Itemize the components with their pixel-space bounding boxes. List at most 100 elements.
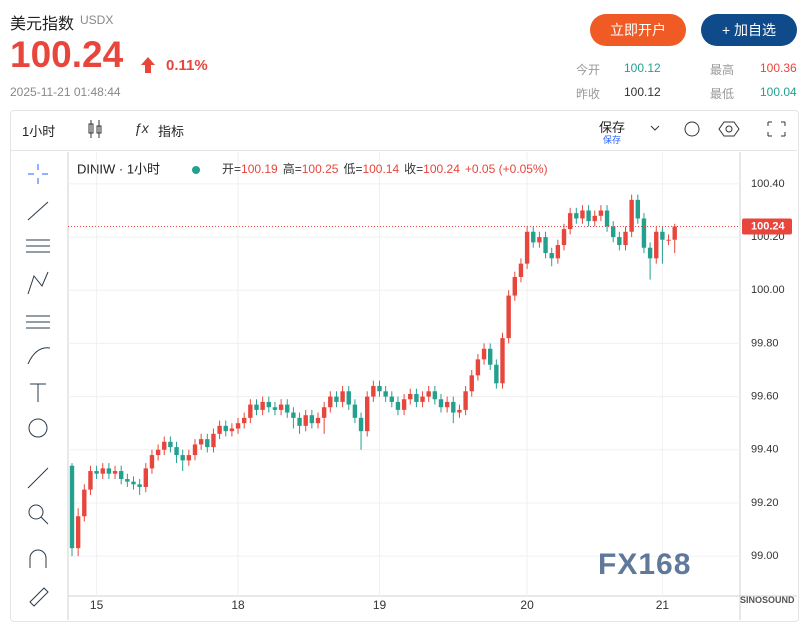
candle-body — [432, 391, 438, 400]
candle-body — [371, 385, 376, 397]
candle-body — [192, 444, 198, 456]
candle-body — [574, 213, 579, 219]
candle-body — [174, 447, 179, 456]
candle-body — [303, 415, 308, 426]
candle-body — [647, 247, 653, 259]
candle-body — [100, 468, 105, 474]
toolbar-icons[interactable] — [648, 118, 798, 140]
candle-body — [242, 417, 247, 424]
candle-body — [285, 404, 290, 413]
candle-body — [358, 417, 364, 432]
stat-label: 最高 — [710, 63, 735, 77]
stat-value: 100.12 — [624, 61, 661, 75]
candle-body — [328, 396, 333, 408]
candle-body — [469, 375, 474, 392]
candle-body — [272, 407, 278, 410]
candle-body — [143, 468, 148, 487]
watchlist-button[interactable]: + 加自选 — [701, 14, 797, 46]
legend-value: 100.24 — [423, 162, 460, 176]
drawing-tools[interactable] — [20, 158, 60, 613]
candle-body — [604, 210, 610, 227]
stat-value: 100.04 — [760, 85, 797, 99]
price: 100.24 — [10, 34, 124, 75]
candle-body — [223, 425, 228, 432]
candle-body — [414, 393, 419, 402]
legend-value: +0.05 (+0.05%) — [465, 162, 548, 176]
candle-body — [401, 399, 407, 410]
candle-body — [254, 404, 259, 410]
y-tick-label: 100.00 — [751, 284, 785, 296]
candle-body — [88, 471, 93, 490]
interval[interactable]: 1小时 — [22, 124, 56, 139]
candle-body — [125, 479, 130, 482]
last-price-badge — [742, 218, 792, 235]
legend-label: 收= — [404, 162, 423, 176]
candle-body — [217, 425, 222, 434]
last-price-label: 100.24 — [751, 220, 786, 232]
candle-body — [512, 276, 517, 296]
legend-label: 低= — [343, 162, 362, 176]
candle-body — [334, 396, 339, 402]
candle-body — [426, 391, 431, 397]
candle-body — [137, 484, 142, 487]
save[interactable]: 保存 — [599, 120, 626, 135]
candle-body — [235, 423, 241, 429]
save-sub: 保存 — [603, 135, 622, 145]
x-tick-label: 18 — [231, 598, 245, 612]
candle-body — [82, 489, 87, 517]
candle-body — [623, 231, 628, 246]
candle-body — [444, 401, 450, 408]
indicators[interactable]: 指标 — [158, 124, 185, 139]
stat-value: 100.12 — [624, 85, 661, 99]
candle-body — [580, 210, 585, 219]
candle-body — [672, 226, 677, 240]
candle-body — [537, 237, 542, 243]
candle-body — [198, 439, 204, 445]
candle-body — [395, 401, 401, 410]
legend-value: 100.19 — [241, 162, 278, 176]
candle-body — [346, 391, 351, 405]
y-tick-label: 99.20 — [751, 497, 779, 509]
candle-body — [629, 199, 634, 232]
candle-icon[interactable] — [86, 118, 104, 140]
candle-body — [567, 213, 573, 230]
candle-body — [543, 237, 548, 254]
candle-body — [260, 401, 265, 410]
candle-body — [365, 396, 370, 432]
y-tick-label: 99.80 — [751, 337, 779, 349]
candle-body — [297, 417, 302, 426]
code: USDX — [80, 13, 114, 27]
status-dot — [192, 166, 200, 174]
candle-body — [598, 210, 604, 216]
candle-body — [266, 401, 271, 408]
candle-body — [635, 199, 640, 219]
change: 0.11% — [166, 57, 208, 74]
candle-body — [488, 348, 493, 365]
candle-body — [94, 471, 99, 474]
candle-body — [494, 364, 499, 384]
candle-body — [531, 231, 536, 243]
candle-body — [205, 439, 210, 448]
candle-body — [155, 449, 161, 456]
y-tick-label: 100.40 — [751, 178, 785, 190]
up-arrow — [141, 57, 155, 73]
candle-body — [112, 471, 118, 474]
candle-body — [229, 428, 235, 432]
candle-body — [75, 516, 81, 549]
candle-body — [654, 231, 659, 259]
candle-body — [106, 468, 112, 474]
x-tick-label: 19 — [373, 598, 387, 612]
watermark-partner: SINOSOUND — [740, 595, 795, 605]
candle-body — [592, 215, 597, 222]
toolbar-divider — [10, 150, 797, 151]
candle-body — [666, 239, 671, 241]
fx-icon[interactable]: ƒx — [134, 120, 149, 136]
candle-body — [555, 245, 561, 259]
candle-body — [420, 396, 425, 402]
candle-body — [180, 455, 185, 461]
title: 美元指数 — [10, 16, 75, 33]
candle-body — [438, 399, 444, 408]
open-account-button[interactable]: 立即开户 — [590, 14, 686, 46]
